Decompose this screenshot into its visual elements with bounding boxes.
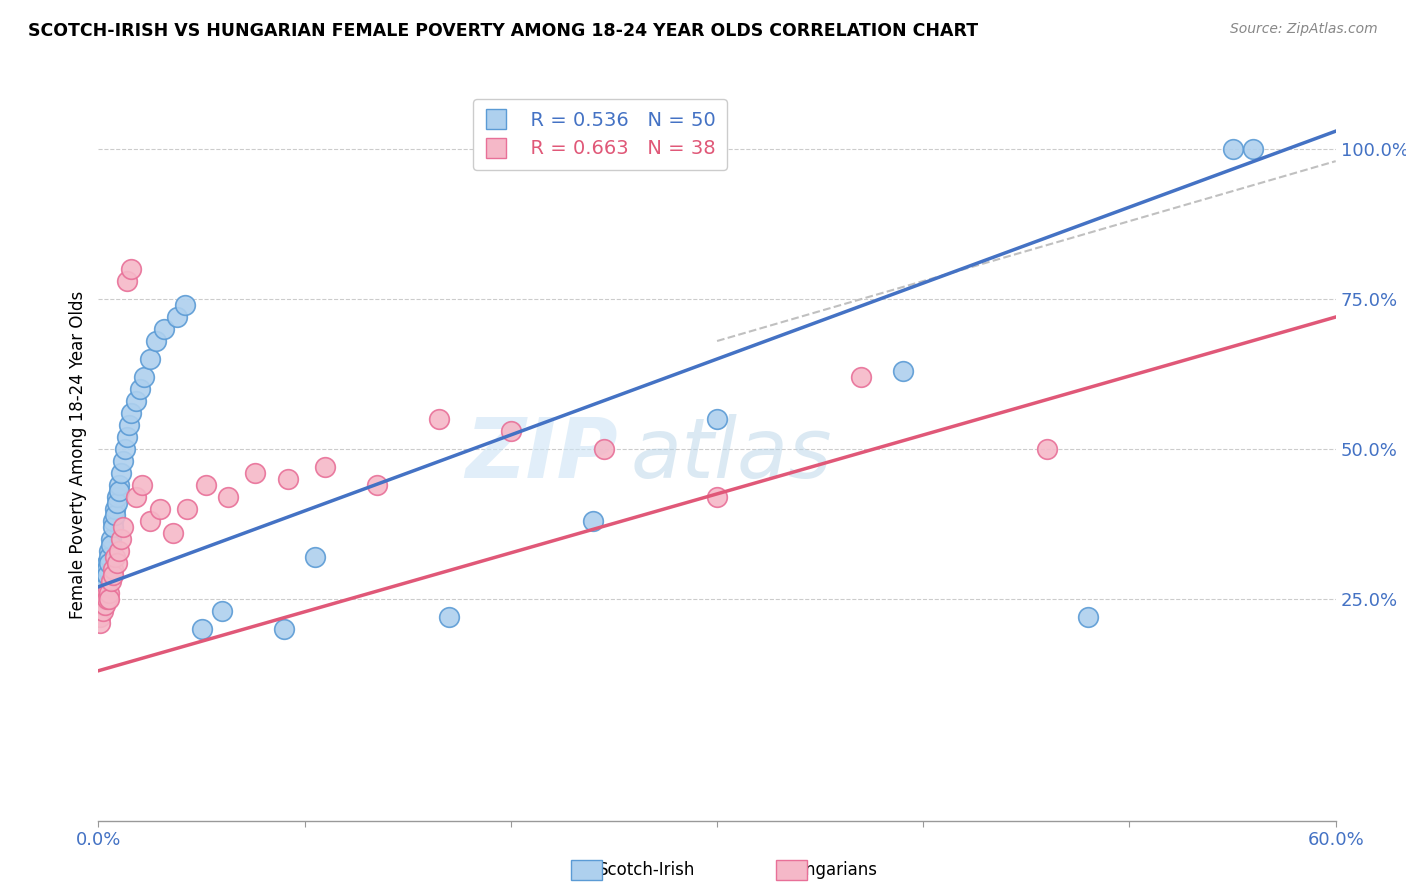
Point — [277, 472, 299, 486]
Point — [117, 274, 139, 288]
Point — [139, 514, 162, 528]
Point — [162, 525, 184, 540]
Point — [132, 370, 155, 384]
Text: Source: ZipAtlas.com: Source: ZipAtlas.com — [1230, 22, 1378, 37]
Legend:   R = 0.536   N = 50,   R = 0.663   N = 38: R = 0.536 N = 50, R = 0.663 N = 38 — [474, 99, 727, 170]
Point — [97, 591, 120, 606]
Point — [124, 490, 146, 504]
Point — [243, 466, 266, 480]
Point — [96, 556, 118, 570]
Point — [706, 412, 728, 426]
Point — [120, 262, 142, 277]
Point — [117, 430, 139, 444]
Point — [217, 490, 239, 504]
Point — [1077, 609, 1099, 624]
Point — [89, 609, 111, 624]
Point — [314, 459, 336, 474]
Point — [108, 478, 131, 492]
Point — [91, 586, 114, 600]
Text: atlas: atlas — [630, 415, 832, 495]
Point — [91, 598, 114, 612]
Point — [851, 370, 873, 384]
Point — [194, 478, 217, 492]
Point — [101, 567, 124, 582]
Point — [96, 586, 118, 600]
Point — [110, 466, 132, 480]
Point — [100, 538, 122, 552]
Point — [91, 574, 114, 588]
Text: SCOTCH-IRISH VS HUNGARIAN FEMALE POVERTY AMONG 18-24 YEAR OLDS CORRELATION CHART: SCOTCH-IRISH VS HUNGARIAN FEMALE POVERTY… — [28, 22, 979, 40]
Point — [706, 490, 728, 504]
Point — [104, 549, 127, 564]
Point — [149, 501, 172, 516]
Point — [145, 334, 167, 348]
Point — [124, 394, 146, 409]
Point — [114, 442, 136, 456]
Text: ZIP: ZIP — [465, 415, 619, 495]
Point — [97, 549, 120, 564]
Point — [101, 520, 124, 534]
Point — [131, 478, 153, 492]
Point — [100, 532, 122, 546]
Point — [153, 322, 176, 336]
Point — [104, 501, 127, 516]
Point — [93, 591, 115, 606]
Text: Scotch-Irish: Scotch-Irish — [598, 861, 696, 879]
Point — [91, 580, 114, 594]
Point — [592, 442, 614, 456]
Point — [582, 514, 605, 528]
Point — [139, 351, 162, 366]
Point — [891, 364, 914, 378]
Point — [91, 604, 114, 618]
Point — [437, 609, 460, 624]
Point — [118, 417, 141, 432]
Point — [166, 310, 188, 324]
Point — [1241, 142, 1264, 156]
Point — [366, 478, 388, 492]
Point — [1036, 442, 1059, 456]
Point — [1222, 142, 1244, 156]
Point — [97, 556, 120, 570]
Point — [101, 514, 124, 528]
Point — [105, 490, 128, 504]
Point — [89, 615, 111, 630]
Point — [89, 586, 111, 600]
Point — [101, 562, 124, 576]
Point — [93, 567, 115, 582]
Point — [273, 622, 295, 636]
Point — [100, 574, 122, 588]
Point — [104, 508, 127, 522]
Point — [96, 591, 118, 606]
Point — [112, 454, 135, 468]
Point — [96, 567, 118, 582]
Point — [93, 580, 115, 594]
Point — [108, 544, 131, 558]
Point — [93, 574, 115, 588]
Point — [97, 586, 120, 600]
Point — [89, 591, 111, 606]
Point — [211, 604, 233, 618]
Point — [120, 406, 142, 420]
Point — [110, 532, 132, 546]
Point — [128, 382, 150, 396]
Text: Hungarians: Hungarians — [782, 861, 877, 879]
Point — [97, 544, 120, 558]
Point — [96, 562, 118, 576]
Point — [304, 549, 326, 564]
Point — [112, 520, 135, 534]
Point — [108, 483, 131, 498]
Point — [427, 412, 450, 426]
Point — [176, 501, 198, 516]
Point — [174, 298, 197, 312]
Point — [499, 424, 522, 438]
Point — [190, 622, 212, 636]
Y-axis label: Female Poverty Among 18-24 Year Olds: Female Poverty Among 18-24 Year Olds — [69, 291, 87, 619]
Point — [93, 562, 115, 576]
Point — [105, 496, 128, 510]
Point — [93, 598, 115, 612]
Point — [105, 556, 128, 570]
